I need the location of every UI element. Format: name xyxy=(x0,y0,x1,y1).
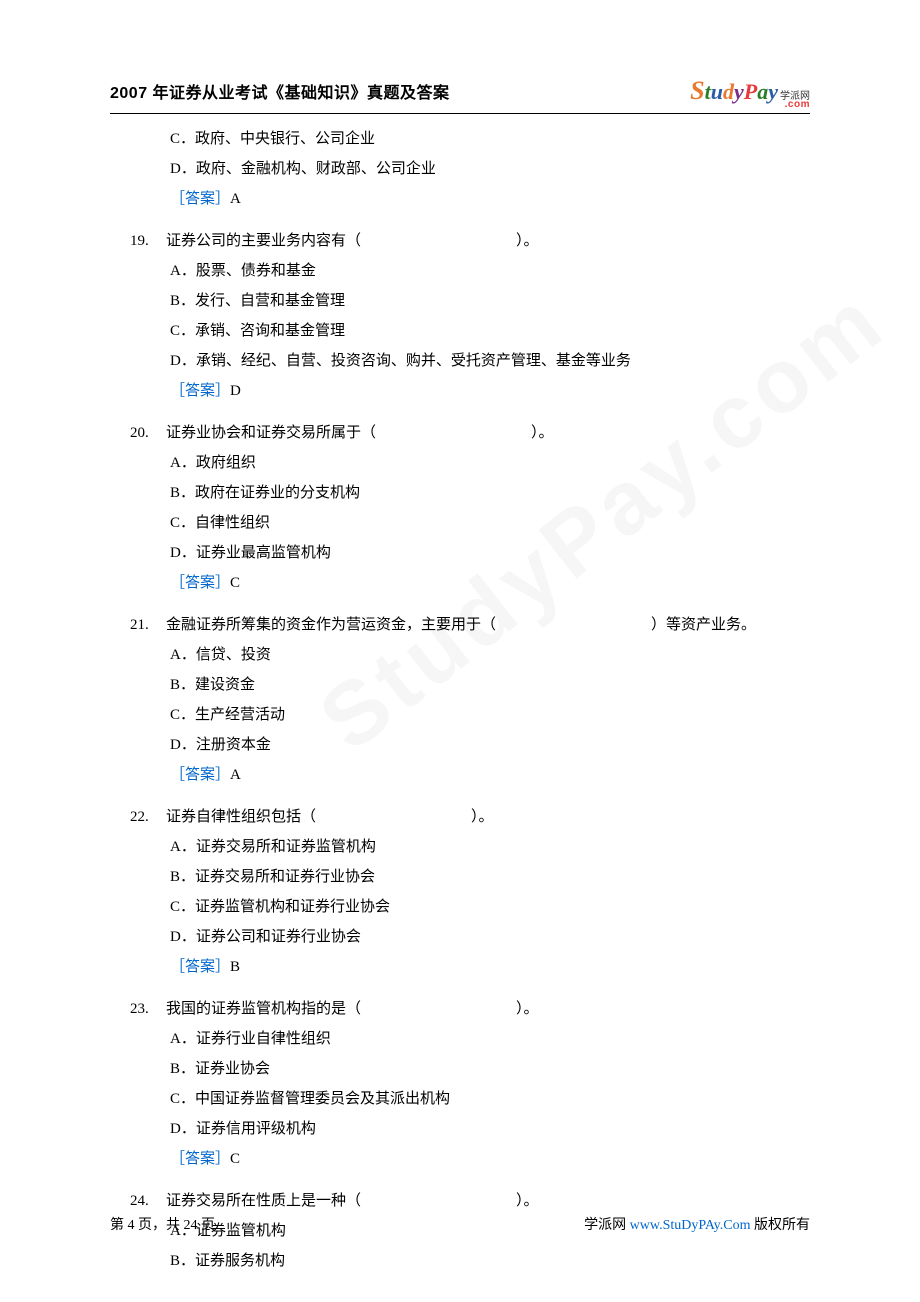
logo: StudyPay学派网.com xyxy=(690,78,810,110)
answer-label: ［答案］ xyxy=(170,959,230,975)
option-b: B．证券服务机构 xyxy=(170,1246,810,1276)
answer-label: ［答案］ xyxy=(170,575,230,591)
option-a: A．证券行业自律性组织 xyxy=(170,1024,810,1054)
answer-value: C xyxy=(230,1151,240,1167)
answer-value: A xyxy=(230,191,241,207)
question-22: 22.证券自律性组织包括（）。 A．证券交易所和证券监管机构 B．证券交易所和证… xyxy=(170,802,810,982)
answer-value: A xyxy=(230,767,241,783)
option-a: A．股票、债券和基金 xyxy=(170,256,810,286)
option-d: D．证券信用评级机构 xyxy=(170,1114,810,1144)
option-b: B．发行、自营和基金管理 xyxy=(170,286,810,316)
option-d: D．承销、经纪、自营、投资咨询、购并、受托资产管理、基金等业务 xyxy=(170,346,810,376)
question-23: 23.我国的证券监管机构指的是（）。 A．证券行业自律性组织 B．证券业协会 C… xyxy=(170,994,810,1174)
question-stem: 20.证券业协会和证券交易所属于（）。 xyxy=(130,418,810,448)
answer-label: ［答案］ xyxy=(170,1151,230,1167)
answer-label: ［答案］ xyxy=(170,767,230,783)
answer-line: ［答案］D xyxy=(170,376,810,406)
footer-page-number: 第 4 页，共 24 页 xyxy=(110,1212,215,1240)
option-c: C．中国证券监督管理委员会及其派出机构 xyxy=(170,1084,810,1114)
question-stem: 23.我国的证券监管机构指的是（）。 xyxy=(130,994,810,1024)
footer-link[interactable]: www.StuDyPAy.Com xyxy=(630,1218,751,1233)
option-d: D．注册资本金 xyxy=(170,730,810,760)
answer-line: ［答案］A xyxy=(170,760,810,790)
option-b: B．建设资金 xyxy=(170,670,810,700)
option-b: B．证券业协会 xyxy=(170,1054,810,1084)
option-c: C．证券监管机构和证券行业协会 xyxy=(170,892,810,922)
answer-line: ［答案］B xyxy=(170,952,810,982)
answer-line: ［答案］A xyxy=(170,184,810,214)
question-stem: 21.金融证券所筹集的资金作为营运资金，主要用于（）等资产业务。 xyxy=(130,610,810,640)
header-title: 2007 年证券从业考试《基础知识》真题及答案 xyxy=(110,78,450,110)
page-header: 2007 年证券从业考试《基础知识》真题及答案 StudyPay学派网.com xyxy=(110,78,810,114)
option-b: B．证券交易所和证券行业协会 xyxy=(170,862,810,892)
answer-label: ［答案］ xyxy=(170,191,230,207)
question-stem: 22.证券自律性组织包括（）。 xyxy=(130,802,810,832)
option-d: D．政府、金融机构、财政部、公司企业 xyxy=(170,154,810,184)
option-c: C．承销、咨询和基金管理 xyxy=(170,316,810,346)
footer-copyright: 学派网 www.StuDyPAy.Com 版权所有 xyxy=(584,1212,810,1240)
option-a: A．政府组织 xyxy=(170,448,810,478)
answer-line: ［答案］C xyxy=(170,568,810,598)
option-c: C．政府、中央银行、公司企业 xyxy=(170,124,810,154)
answer-value: D xyxy=(230,383,241,399)
answer-line: ［答案］C xyxy=(170,1144,810,1174)
prev-question-tail: C．政府、中央银行、公司企业 D．政府、金融机构、财政部、公司企业 ［答案］A xyxy=(170,124,810,214)
answer-value: C xyxy=(230,575,240,591)
question-stem: 19.证券公司的主要业务内容有（）。 xyxy=(130,226,810,256)
option-c: C．生产经营活动 xyxy=(170,700,810,730)
answer-value: B xyxy=(230,959,240,975)
option-c: C．自律性组织 xyxy=(170,508,810,538)
question-19: 19.证券公司的主要业务内容有（）。 A．股票、债券和基金 B．发行、自营和基金… xyxy=(170,226,810,406)
content-body: C．政府、中央银行、公司企业 D．政府、金融机构、财政部、公司企业 ［答案］A … xyxy=(110,124,810,1276)
question-20: 20.证券业协会和证券交易所属于（）。 A．政府组织 B．政府在证券业的分支机构… xyxy=(170,418,810,598)
option-b: B．政府在证券业的分支机构 xyxy=(170,478,810,508)
option-d: D．证券业最高监管机构 xyxy=(170,538,810,568)
answer-label: ［答案］ xyxy=(170,383,230,399)
option-a: A．信贷、投资 xyxy=(170,640,810,670)
option-d: D．证券公司和证券行业协会 xyxy=(170,922,810,952)
page-footer: 第 4 页，共 24 页 学派网 www.StuDyPAy.Com 版权所有 xyxy=(110,1212,810,1240)
option-a: A．证券交易所和证券监管机构 xyxy=(170,832,810,862)
question-21: 21.金融证券所筹集的资金作为营运资金，主要用于（）等资产业务。 A．信贷、投资… xyxy=(170,610,810,790)
